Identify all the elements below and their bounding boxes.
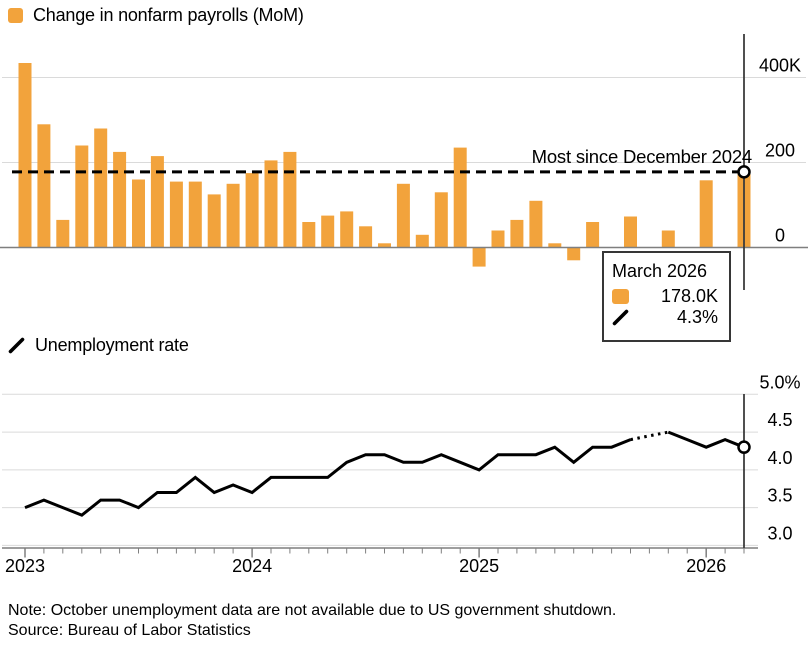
unemployment-y-axis-label-4.5: 4.5 xyxy=(767,410,792,430)
payroll-bar-2023-07[interactable] xyxy=(132,179,145,248)
payroll-bar-2023-03[interactable] xyxy=(56,219,70,248)
payroll-bar-2025-03[interactable] xyxy=(510,219,524,248)
payrolls-legend-swatch-icon xyxy=(8,8,23,23)
unemployment-line-solid-tail[interactable] xyxy=(667,430,745,449)
source-text: Source: Bureau of Labor Statistics xyxy=(8,622,251,639)
payroll-bar-2025-04[interactable] xyxy=(529,200,543,248)
payroll-bar-2023-06[interactable] xyxy=(113,151,127,248)
payroll-bar-2024-05[interactable] xyxy=(321,215,335,248)
payroll-bar-2024-08[interactable] xyxy=(378,243,391,248)
payroll-bar-2023-08[interactable] xyxy=(150,156,164,248)
unemployment-y-axis-label-4.0: 4.0 xyxy=(767,448,792,468)
payroll-bar-2023-10[interactable] xyxy=(188,181,202,248)
tooltip-unemployment-value: 4.3% xyxy=(676,307,718,327)
payroll-bar-2025-07[interactable] xyxy=(586,222,600,248)
x-axis-label-2026: 2026 xyxy=(686,556,726,576)
payroll-bar-2023-02[interactable] xyxy=(37,124,51,248)
payroll-bar-2024-06[interactable] xyxy=(340,211,354,248)
payroll-bar-2024-10[interactable] xyxy=(415,234,429,248)
unemployment-line-dotted-interpolation xyxy=(630,430,669,442)
x-axis-label-2024: 2024 xyxy=(232,556,272,576)
unemployment-legend-label: Unemployment rate xyxy=(35,335,189,355)
payroll-bar-2026-01[interactable] xyxy=(699,180,713,248)
payrolls-y-axis-label-200: 200 xyxy=(765,141,795,161)
payrolls-legend-label: Change in nonfarm payrolls (MoM) xyxy=(33,5,304,25)
payroll-bar-2024-12[interactable] xyxy=(453,147,467,248)
payroll-bar-2024-02[interactable] xyxy=(264,160,278,248)
payrolls-y-axis-label-0: 0 xyxy=(775,226,785,246)
unemployment-legend: Unemployment rate xyxy=(8,335,189,356)
tooltip: March 2026 178.0K 4.3% xyxy=(602,251,731,342)
payroll-bar-2023-09[interactable] xyxy=(169,181,183,248)
unemployment-line-solid[interactable] xyxy=(24,438,632,517)
payrolls-annotation: Most since December 2024 xyxy=(531,146,753,167)
payroll-bar-2025-02[interactable] xyxy=(491,230,505,248)
payrolls-y-axis-label-400K: 400K xyxy=(759,56,801,76)
bar-swatch-icon xyxy=(612,289,629,304)
note-text: Note: October unemployment data are not … xyxy=(8,602,617,619)
payroll-bar-2024-09[interactable] xyxy=(396,183,410,248)
x-axis-label-2023: 2023 xyxy=(5,556,45,576)
tooltip-row-payrolls: 178.0K xyxy=(612,286,718,307)
x-axis-label-2025: 2025 xyxy=(459,556,499,576)
tooltip-payrolls-value: 178.0K xyxy=(660,286,718,306)
payroll-bar-2024-07[interactable] xyxy=(359,226,373,248)
payroll-bar-2024-03[interactable] xyxy=(283,151,297,248)
tooltip-row-unemployment: 4.3% xyxy=(612,307,718,328)
payroll-bar-2025-01[interactable] xyxy=(472,247,486,267)
unemployment-y-axis-label-3.0: 3.0 xyxy=(767,523,792,543)
payroll-bar-2023-11[interactable] xyxy=(207,194,221,248)
payroll-bar-2025-09[interactable] xyxy=(624,216,637,248)
payrolls-legend: Change in nonfarm payrolls (MoM) xyxy=(8,5,304,26)
tooltip-title: March 2026 xyxy=(612,261,708,281)
payroll-bar-2023-01[interactable] xyxy=(18,63,32,248)
unemployment-y-axis-label-3.5: 3.5 xyxy=(767,486,792,506)
payroll-bar-2023-12[interactable] xyxy=(226,183,240,248)
unemployment-legend-swatch-icon xyxy=(8,337,25,354)
payrolls-highlight-marker xyxy=(737,165,751,179)
payroll-bar-2025-06[interactable] xyxy=(567,247,581,261)
unemployment-highlight-marker xyxy=(737,440,751,454)
line-swatch-icon xyxy=(612,309,629,326)
payroll-bar-2025-11[interactable] xyxy=(661,230,675,248)
unemployment-y-axis-label-5.0%: 5.0% xyxy=(759,372,800,392)
payroll-bar-2023-04[interactable] xyxy=(75,145,89,248)
payroll-bar-2025-05[interactable] xyxy=(548,243,562,248)
payroll-bar-2024-01[interactable] xyxy=(245,173,259,248)
payroll-bar-2023-05[interactable] xyxy=(94,128,108,248)
payroll-bar-2024-11[interactable] xyxy=(434,192,448,248)
payroll-bar-2024-04[interactable] xyxy=(302,222,316,248)
